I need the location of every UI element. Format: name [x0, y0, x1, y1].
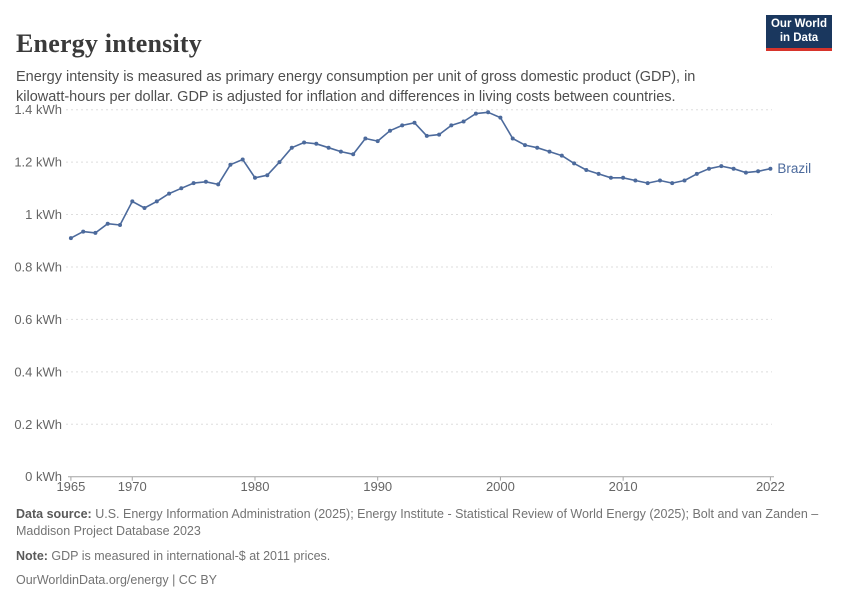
x-axis-tick-label: 2000 — [486, 479, 515, 494]
data-point[interactable] — [633, 178, 638, 183]
x-axis-tick-label: 1990 — [363, 479, 392, 494]
data-point[interactable] — [670, 181, 675, 186]
owid-logo-line1: Our World — [770, 17, 827, 30]
x-axis-tick-label: 2022 — [756, 479, 785, 494]
note-label: Note: — [16, 548, 48, 563]
owid-logo-line2: in Data — [779, 31, 819, 44]
data-point[interactable] — [412, 120, 417, 125]
data-point[interactable] — [228, 162, 233, 167]
data-point[interactable] — [743, 170, 748, 175]
data-point[interactable] — [179, 186, 184, 191]
data-point[interactable] — [363, 136, 368, 141]
data-point[interactable] — [375, 139, 380, 144]
data-point[interactable] — [130, 199, 135, 204]
data-point[interactable] — [498, 115, 503, 120]
data-point[interactable] — [142, 206, 147, 210]
series-end-label[interactable]: Brazil — [777, 161, 811, 176]
data-source-text: U.S. Energy Information Administration (… — [16, 507, 819, 539]
data-point[interactable] — [388, 128, 392, 133]
data-point[interactable] — [756, 169, 761, 174]
note-text: GDP is measured in international-$ at 20… — [47, 548, 331, 563]
data-point[interactable] — [547, 149, 552, 154]
data-point[interactable] — [68, 236, 73, 241]
x-axis-tick-label: 1970 — [118, 479, 147, 494]
data-point[interactable] — [731, 166, 736, 171]
data-point[interactable] — [302, 140, 307, 145]
y-axis-tick-label: 1.4 kWh — [14, 102, 62, 117]
data-point[interactable] — [584, 168, 589, 172]
owid-logo[interactable]: Our World in Data — [766, 15, 832, 51]
data-point[interactable] — [240, 157, 245, 162]
x-axis-tick-label: 1980 — [241, 479, 270, 494]
data-point[interactable] — [707, 166, 711, 171]
y-axis-tick-label: 0.4 kWh — [14, 364, 62, 379]
data-point[interactable] — [314, 141, 319, 146]
data-point[interactable] — [486, 110, 491, 115]
data-point[interactable] — [118, 223, 122, 227]
data-point[interactable] — [289, 145, 294, 150]
y-axis-tick-label: 0.6 kWh — [14, 312, 62, 327]
y-axis-tick-label: 0.2 kWh — [14, 417, 62, 432]
data-point[interactable] — [93, 230, 98, 235]
data-point[interactable] — [510, 136, 515, 141]
data-point[interactable] — [694, 171, 699, 176]
data-point[interactable] — [400, 123, 405, 128]
data-point[interactable] — [572, 161, 577, 166]
series-line-brazil[interactable] — [70, 111, 771, 239]
data-point[interactable] — [265, 173, 270, 178]
data-point[interactable] — [424, 133, 429, 138]
data-point[interactable] — [535, 145, 540, 150]
data-point[interactable] — [596, 171, 601, 176]
data-point[interactable] — [473, 111, 478, 116]
data-point[interactable] — [682, 178, 687, 183]
y-axis-tick-label: 0 kWh — [25, 469, 62, 484]
data-point[interactable] — [719, 164, 724, 169]
data-point[interactable] — [351, 152, 356, 157]
y-axis-tick-label: 1 kWh — [25, 207, 62, 222]
data-point[interactable] — [658, 178, 662, 183]
data-point[interactable] — [191, 181, 196, 186]
data-point[interactable] — [338, 149, 343, 154]
data-point[interactable] — [437, 132, 442, 137]
data-point[interactable] — [81, 229, 86, 234]
y-axis-tick-label: 1.2 kWh — [14, 155, 62, 170]
data-point[interactable] — [253, 175, 257, 180]
data-point[interactable] — [203, 179, 208, 184]
y-axis-tick-label: 0.8 kWh — [14, 259, 62, 274]
data-point[interactable] — [326, 145, 331, 150]
data-source-line: Data source: U.S. Energy Information Adm… — [16, 506, 838, 541]
data-point[interactable] — [768, 166, 773, 171]
note-line: Note: GDP is measured in international-$… — [16, 548, 838, 565]
chart-subtitle: Energy intensity is measured as primary … — [16, 68, 696, 106]
data-point[interactable] — [645, 181, 650, 186]
page-title: Energy intensity — [16, 29, 202, 59]
data-point[interactable] — [216, 182, 221, 187]
data-point[interactable] — [154, 199, 159, 204]
data-point[interactable] — [277, 160, 282, 165]
data-point[interactable] — [621, 175, 626, 180]
data-source-label: Data source: — [16, 507, 92, 521]
x-axis-tick-label: 1965 — [56, 479, 85, 494]
data-point[interactable] — [167, 191, 172, 196]
data-point[interactable] — [559, 153, 564, 158]
data-point[interactable] — [523, 143, 527, 148]
chart-footer: Data source: U.S. Energy Information Adm… — [16, 506, 838, 596]
x-axis-tick-label: 2010 — [609, 479, 638, 494]
license-link[interactable]: OurWorldinData.org/energy | CC BY — [16, 572, 218, 587]
data-point[interactable] — [449, 123, 454, 128]
data-point[interactable] — [608, 175, 613, 180]
data-point[interactable] — [461, 119, 466, 124]
data-point[interactable] — [105, 221, 110, 226]
